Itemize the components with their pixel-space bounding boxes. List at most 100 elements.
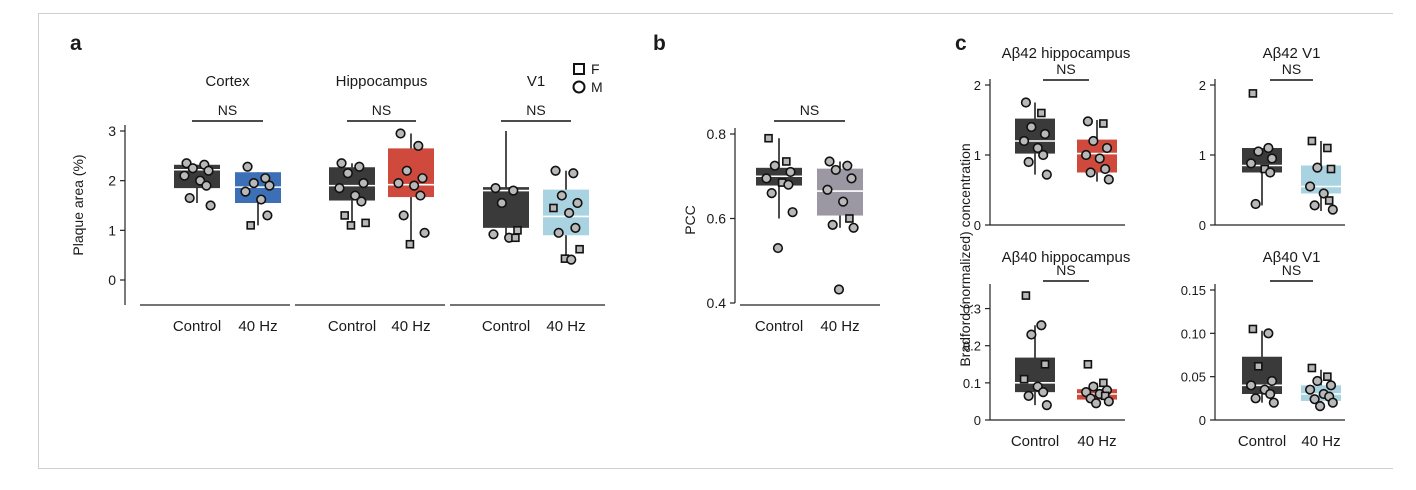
panel-b-box-point-circle: [833, 284, 845, 295]
panel-c-box-point-circle: [1314, 401, 1326, 412]
panel-c-box-point-square: [1083, 359, 1093, 369]
panel-c-box-point-circle: [1304, 384, 1316, 395]
panel-c-y-axis-tick-label: 1: [974, 148, 981, 163]
panel-a-box-point-circle: [488, 229, 499, 240]
panel-c-box-point-circle: [1023, 156, 1034, 168]
panel-label-b: b: [653, 32, 666, 55]
panel-a-box-point-circle: [564, 207, 575, 219]
panel-a-group-title: V1: [527, 73, 545, 90]
panel-c-box-point-circle: [1327, 204, 1338, 215]
panel-c-box-point-circle: [1245, 380, 1257, 391]
panel-a-box-point-circle: [205, 200, 216, 211]
panel-b-box-point-circle: [830, 164, 841, 176]
panel-c-box-point-circle: [1036, 320, 1047, 331]
panel-a-box-point-square: [340, 211, 349, 220]
panel-c-box-point-circle: [1094, 153, 1105, 164]
panel-c-box-point-circle: [1023, 390, 1034, 401]
panel-c-box-point-circle: [1100, 163, 1111, 175]
panel-c-box-point-circle: [1263, 142, 1274, 154]
panel-a-x-tick-label: 40 Hz: [238, 318, 277, 335]
legend-circle-marker: [572, 80, 586, 94]
panel-c-y-axis-tick-label: 0: [974, 413, 981, 428]
panel-c-box-point-circle: [1250, 393, 1261, 404]
panel-a-box-point-circle: [393, 178, 404, 189]
panel-b-sig-label: NS: [800, 102, 819, 118]
panel-c-ylabel: Bradford (normalized) concentration: [957, 143, 973, 366]
panel-c-y-axis-tick-label: 0.15: [1181, 283, 1206, 298]
panel-b-box-point-square: [845, 214, 854, 223]
panel-b-box-point-circle: [824, 156, 835, 167]
panel-c-box-point-circle: [1103, 174, 1114, 185]
panel-c-box-point-square: [1307, 363, 1317, 373]
panel-c-box-point-circle: [1101, 142, 1113, 154]
panel-b-box-point-circle: [827, 219, 838, 230]
panel-c-box-point-circle: [1026, 329, 1037, 340]
panel-c-box-point-square: [1323, 143, 1332, 153]
panel-c-x-tick-label: 40 Hz: [1077, 433, 1116, 450]
panel-c-box-point-circle: [1018, 135, 1030, 147]
panel-c-y-axis-tick-label: 0.2: [963, 339, 981, 354]
panel-a-box-point-circle: [401, 165, 412, 176]
panel-b-x-tick-label: 40 Hz: [820, 318, 859, 335]
panel-c-y-axis-tick-label: 0.05: [1181, 370, 1206, 385]
panel-c-subplot-title: Aβ42 V1: [1263, 45, 1321, 62]
panel-b-box-point-circle: [822, 184, 833, 195]
panel-c-y-axis-tick-label: 0.1: [963, 376, 981, 391]
figure-frame: [38, 13, 1393, 469]
panel-a-box-point-circle: [187, 163, 198, 174]
panel-a-box-point-circle: [240, 186, 251, 197]
legend-square-label: F: [591, 61, 600, 77]
panel-c-x-tick-label: Control: [1238, 433, 1286, 450]
panel-a-box-point-circle: [566, 254, 577, 265]
panel-c-box-point-circle: [1312, 375, 1323, 387]
panel-c-box-point-circle: [1309, 394, 1320, 405]
panel-c-box-point-circle: [1312, 162, 1323, 173]
panel-a-group-title: Cortex: [205, 73, 250, 90]
panel-a-box-point-circle: [201, 180, 212, 191]
panel-a-box-point-circle: [395, 128, 406, 139]
panel-c-box-point-circle: [1020, 97, 1032, 108]
panel-c-box-point-circle: [1318, 188, 1329, 199]
panel-c-sig-label: NS: [1056, 262, 1075, 278]
panel-a-box-point-circle: [248, 178, 259, 189]
panel-c-box-point-circle: [1265, 167, 1276, 178]
panel-c-box-point-circle: [1253, 146, 1264, 157]
panel-a-box-point-circle: [350, 190, 361, 201]
panel-b-box-point-circle: [766, 188, 777, 199]
panel-c-box-point-square: [1019, 374, 1029, 384]
panel-c-box-point-circle: [1245, 158, 1257, 169]
panel-label-a: a: [70, 32, 82, 55]
plots-layer: 0 1 2 3 Plaque area (%) Cortex NS Control 40 Hz H…: [70, 45, 1345, 450]
panel-a-box-point-square: [361, 218, 370, 228]
panel-b-box-point-circle: [846, 173, 857, 184]
panel-a-box-point-circle: [419, 227, 430, 238]
panel-a-box-point-circle: [398, 210, 409, 221]
panel-c-box-point-circle: [1304, 181, 1316, 192]
panel-a-box-point-circle: [184, 192, 195, 204]
panel-a-box-point-circle: [256, 194, 267, 205]
panel-a-x-tick-label: 40 Hz: [391, 318, 430, 335]
panel-a-sig-label: NS: [218, 102, 237, 118]
panel-b-box-point-circle: [761, 173, 772, 184]
panel-a-x-tick-label: Control: [173, 318, 221, 335]
panel-a-box-point-circle: [413, 140, 424, 151]
panel-c-y-axis-tick-label: 0.3: [963, 302, 981, 317]
panel-c-y-axis-tick-label: 0: [974, 218, 981, 233]
panel-a-box-point-circle: [490, 183, 501, 194]
panel-c-subplot-title: Aβ40 V1: [1263, 249, 1321, 266]
panel-c-y-axis-tick-label: 2: [974, 78, 981, 93]
panel-c-x-tick-label: 40 Hz: [1301, 433, 1340, 450]
panel-c-box-point-circle: [1309, 200, 1320, 211]
panel-c-box-point-circle: [1026, 121, 1037, 133]
panel-c-box-point-circle: [1041, 169, 1052, 180]
panel-b-box-point-circle: [787, 207, 798, 218]
panel-c-box-point-circle: [1268, 397, 1279, 408]
panel-a-box-point-circle: [417, 173, 428, 184]
panel-a-y-axis-tick-label: 0: [108, 272, 116, 288]
panel-c-box-point-circle: [1327, 397, 1338, 408]
panel-c-box-point-circle: [1263, 328, 1274, 339]
panel-c-sig-label: NS: [1282, 262, 1301, 278]
panel-a-box-point-circle: [342, 168, 353, 179]
panel-c-sig-label: NS: [1056, 61, 1075, 77]
panel-a-box-point-circle: [354, 161, 365, 172]
